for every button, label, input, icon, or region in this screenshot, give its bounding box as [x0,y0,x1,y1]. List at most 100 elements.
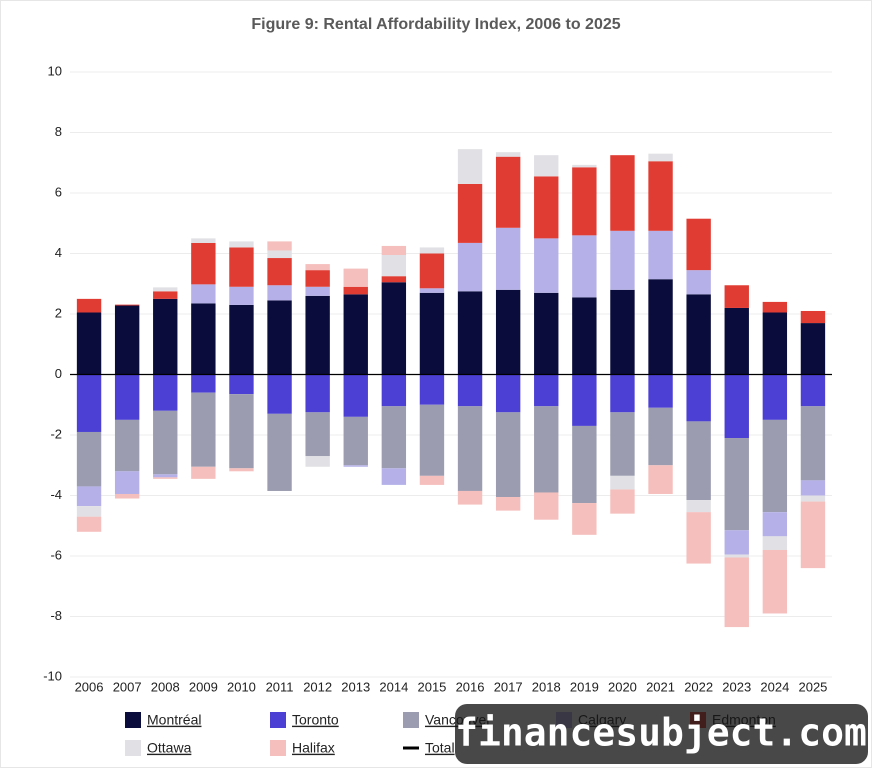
watermark-bg [455,704,868,764]
bar-segment [76,431,102,487]
x-tick-label: 2019 [570,679,599,694]
bar-segment [610,289,635,375]
bar-segment [572,235,597,298]
bar-segment [610,475,635,490]
bar-segment [305,374,330,413]
bar-segment [610,155,635,231]
bar-segment [381,374,407,407]
y-tick-label: 6 [55,184,62,199]
bar-segment [191,374,216,393]
bar-segment [572,297,597,375]
bar-segment [76,516,102,532]
bar-segment [724,530,749,555]
bar-segment [267,374,292,414]
bar-segment [153,287,178,292]
bar-segment [800,480,826,496]
bar-segment [800,323,826,375]
y-tick-label: -10 [43,668,62,683]
bar-segment [762,549,788,614]
bar-segment [267,241,292,251]
bar-segment [457,490,483,505]
bar-segment [305,456,330,467]
bar-segment [686,500,711,513]
bar-segment [572,374,597,426]
bar-segment [610,412,635,476]
bar-segment [419,253,445,289]
bar-segment [457,242,483,292]
bar-segment [534,238,559,293]
bar-segment [381,406,407,469]
bar-segment [648,153,673,162]
bar-segment [153,477,178,479]
bar-segment [305,270,330,287]
bar-segment [572,164,597,168]
bar-segment [610,374,635,413]
bar-segment [800,406,826,481]
bar-segment [800,501,826,569]
x-tick-label: 2023 [722,679,751,694]
bar-segment [457,149,483,184]
bar-segment [762,301,788,313]
bar-segment [534,492,559,520]
x-tick-label: 2017 [494,679,523,694]
bar-segment [762,374,788,420]
y-tick-label: -4 [50,487,62,502]
bar-segment [495,497,521,511]
bar-segment [191,238,216,243]
bar-segment [267,258,292,286]
bar-segment [495,156,521,228]
bar-segment [648,279,673,375]
bar-segment [457,374,483,407]
x-tick-label: 2022 [684,679,713,694]
x-tick-label: 2016 [456,679,485,694]
x-tick-label: 2014 [379,679,408,694]
bar-segment [724,285,749,308]
bar-segment [724,557,749,628]
bar-segment [343,374,368,417]
bar-segment [76,506,102,517]
bar-segment [800,495,826,502]
y-tick-label: 8 [55,124,62,139]
bar-segment [267,300,292,375]
bar-segment [800,374,826,407]
bar-segment [381,245,407,256]
bar-segment [495,374,521,413]
bar-segment [229,286,254,305]
chart-title: Figure 9: Rental Affordability Index, 20… [251,16,620,33]
bar-segment [610,230,635,290]
bar-segment [724,554,749,558]
bar-segment [305,264,330,271]
y-tick-label: -2 [50,426,62,441]
bar-segment [76,298,102,313]
bar-segment [191,466,216,479]
bar-segment [762,536,788,550]
bar-segment [114,493,140,499]
bar-segment [381,282,407,375]
bar-segment [648,161,673,231]
bar-segment [457,291,483,375]
x-tick-label: 2024 [760,679,789,694]
legend-swatch [125,740,141,756]
bar-segment [229,304,254,375]
y-tick-label: 0 [55,366,62,381]
legend-label: Total [425,740,455,756]
bar-segment [724,307,749,375]
x-tick-label: 2012 [303,679,332,694]
x-tick-label: 2015 [417,679,446,694]
bar-segment [419,292,445,375]
bar-segment [229,241,254,248]
bar-segment [648,230,673,280]
bar-segment [191,284,216,304]
bar-segment [76,374,102,432]
bar-segment [343,294,368,375]
x-tick-label: 2009 [189,679,218,694]
x-tick-label: 2011 [266,679,294,694]
y-tick-label: 2 [55,305,62,320]
bar-segment [229,394,254,469]
bar-segment [419,288,445,293]
bar-segment [419,404,445,476]
watermark: financesubject.com [455,711,867,755]
legend-swatch [270,740,286,756]
bar-segment [191,242,216,285]
